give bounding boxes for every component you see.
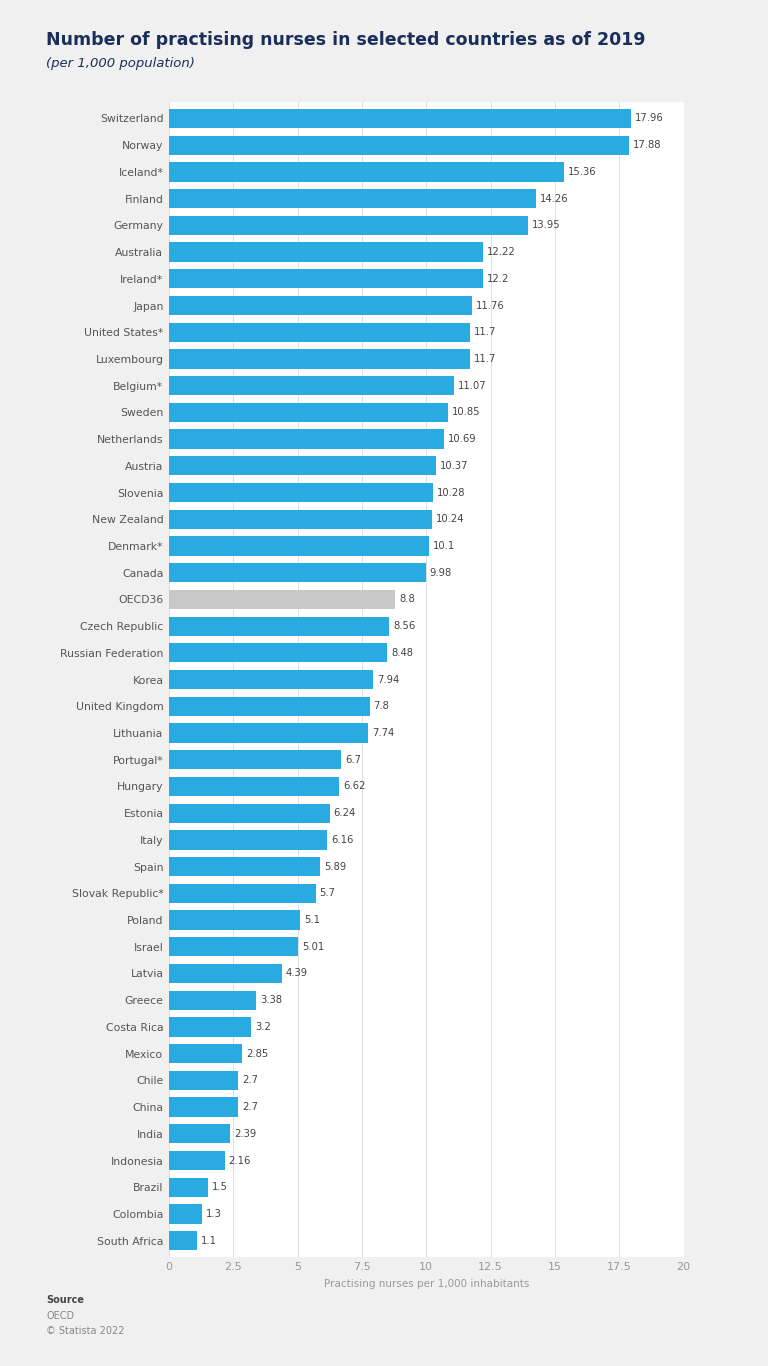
X-axis label: Practising nurses per 1,000 inhabitants: Practising nurses per 1,000 inhabitants (323, 1279, 529, 1288)
Bar (169, 1124, 230, 1143)
Bar (169, 964, 282, 984)
Text: 2.7: 2.7 (242, 1075, 258, 1086)
Text: 2.16: 2.16 (228, 1156, 251, 1165)
Text: 11.7: 11.7 (474, 328, 496, 337)
Text: 5.89: 5.89 (324, 862, 346, 872)
Bar (169, 163, 564, 182)
Text: 12.22: 12.22 (487, 247, 516, 257)
Text: 2.39: 2.39 (234, 1128, 257, 1139)
Bar (169, 777, 339, 796)
Text: 6.62: 6.62 (343, 781, 366, 791)
Bar (169, 242, 483, 262)
Text: 10.37: 10.37 (439, 460, 468, 471)
Bar (169, 937, 298, 956)
Text: OECD: OECD (46, 1311, 74, 1321)
Text: 3.38: 3.38 (260, 996, 282, 1005)
Text: 17.88: 17.88 (633, 141, 661, 150)
Bar (169, 884, 316, 903)
Bar (169, 803, 329, 822)
Bar (169, 616, 389, 635)
Text: 17.96: 17.96 (635, 113, 664, 123)
Bar (169, 1177, 207, 1197)
Bar (169, 1205, 203, 1224)
Bar (169, 590, 396, 609)
Bar (169, 1097, 238, 1117)
Text: 5.01: 5.01 (302, 941, 324, 952)
Bar (169, 189, 536, 208)
Text: 5.1: 5.1 (304, 915, 320, 925)
Bar (169, 429, 444, 449)
Text: Number of practising nurses in selected countries as of 2019: Number of practising nurses in selected … (46, 31, 646, 49)
Text: 11.76: 11.76 (475, 301, 504, 310)
Text: 10.28: 10.28 (437, 488, 466, 497)
Text: 11.7: 11.7 (474, 354, 496, 363)
Text: 3.2: 3.2 (255, 1022, 271, 1031)
Text: 7.8: 7.8 (373, 701, 389, 712)
Text: 10.24: 10.24 (436, 514, 465, 525)
Text: © Statista 2022: © Statista 2022 (46, 1326, 124, 1336)
Bar (169, 911, 300, 930)
Bar (169, 1152, 224, 1171)
Text: 10.85: 10.85 (452, 407, 481, 418)
Bar (169, 484, 433, 503)
Bar (169, 750, 341, 769)
Text: 1.5: 1.5 (211, 1182, 227, 1193)
Text: 8.48: 8.48 (391, 647, 413, 658)
Text: 14.26: 14.26 (540, 194, 568, 204)
Bar (169, 1018, 251, 1037)
Bar (169, 350, 470, 369)
Text: 11.07: 11.07 (458, 381, 486, 391)
Bar (169, 563, 425, 582)
Text: 7.94: 7.94 (377, 675, 399, 684)
Bar (169, 322, 470, 342)
Bar (169, 135, 629, 154)
Bar (169, 376, 454, 395)
Text: 12.2: 12.2 (487, 273, 509, 284)
Bar (169, 990, 256, 1009)
Bar (169, 537, 429, 556)
Bar (169, 831, 327, 850)
Text: 6.16: 6.16 (331, 835, 354, 846)
Bar (169, 669, 373, 690)
Bar (169, 269, 483, 288)
Bar (169, 1231, 197, 1250)
Bar (169, 856, 320, 876)
Text: 8.8: 8.8 (399, 594, 415, 604)
Text: 4.39: 4.39 (286, 968, 308, 978)
Text: 1.1: 1.1 (201, 1236, 217, 1246)
Text: 10.69: 10.69 (448, 434, 476, 444)
Bar (169, 296, 472, 316)
Text: 9.98: 9.98 (429, 568, 452, 578)
Bar (169, 109, 631, 128)
Bar (169, 643, 387, 663)
Bar (169, 724, 368, 743)
Text: 1.3: 1.3 (207, 1209, 222, 1218)
Bar (169, 1044, 242, 1063)
Text: (per 1,000 population): (per 1,000 population) (46, 57, 195, 71)
Bar (169, 456, 435, 475)
Text: 6.7: 6.7 (345, 755, 361, 765)
Text: 15.36: 15.36 (568, 167, 597, 178)
Bar (169, 697, 369, 716)
Text: Source: Source (46, 1295, 84, 1305)
Text: 7.74: 7.74 (372, 728, 394, 738)
Bar (169, 216, 528, 235)
Bar (169, 403, 448, 422)
Text: 13.95: 13.95 (531, 220, 561, 231)
Bar (169, 510, 432, 529)
Text: 5.7: 5.7 (319, 888, 336, 899)
Text: 2.7: 2.7 (242, 1102, 258, 1112)
Text: 8.56: 8.56 (393, 622, 415, 631)
Text: 10.1: 10.1 (432, 541, 455, 550)
Text: 2.85: 2.85 (246, 1049, 268, 1059)
Text: 6.24: 6.24 (333, 809, 356, 818)
Bar (169, 1071, 238, 1090)
